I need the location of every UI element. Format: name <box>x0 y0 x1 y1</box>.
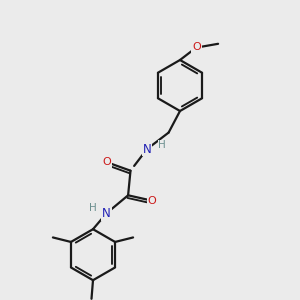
Text: H: H <box>158 140 166 151</box>
Text: O: O <box>103 157 112 167</box>
Text: N: N <box>102 207 111 220</box>
Text: O: O <box>148 196 157 206</box>
Text: N: N <box>142 142 152 156</box>
Text: H: H <box>89 203 97 213</box>
Text: O: O <box>192 42 201 52</box>
